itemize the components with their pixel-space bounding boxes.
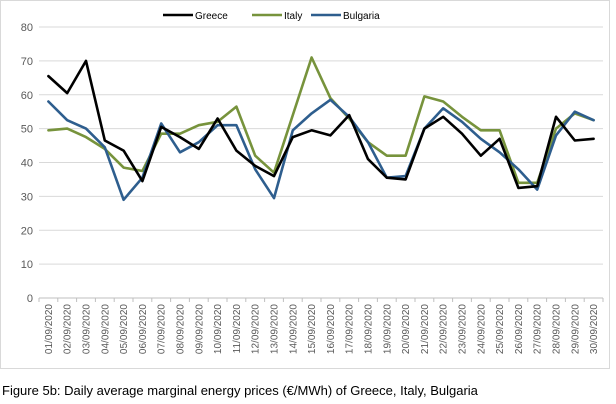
y-tick-label: 0 (27, 293, 33, 305)
chart-frame: 0 10 20 30 40 50 60 70 80 01/09/2020 02/09/2020 03… (0, 0, 610, 369)
legend: Greece Italy Bulgaria (163, 11, 380, 22)
x-tick-label: 04/09/2020 (100, 304, 111, 354)
x-tick-label: 07/09/2020 (157, 304, 168, 354)
x-tick-label: 09/09/2020 (194, 304, 205, 354)
y-tick-label: 60 (21, 90, 33, 102)
x-tick-label: 17/09/2020 (345, 304, 356, 354)
y-tick-label: 20 (21, 225, 33, 237)
x-tick-label: 15/09/2020 (307, 304, 318, 354)
series-line-greece (47, 59, 595, 190)
x-tick-label: 16/09/2020 (326, 304, 337, 354)
y-tick-label: 10 (21, 259, 33, 271)
x-tick-label: 06/09/2020 (138, 304, 149, 354)
y-axis-ticks: 0 10 20 30 40 50 60 70 80 (21, 22, 33, 305)
x-tick-label: 19/09/2020 (382, 304, 393, 354)
series-line-italy (47, 56, 595, 185)
y-tick-label: 40 (21, 158, 33, 170)
series-line-bulgaria (47, 98, 595, 202)
x-tick-label: 29/09/2020 (570, 304, 581, 354)
legend-label-bulgaria: Bulgaria (343, 11, 380, 22)
x-tick-label: 12/09/2020 (251, 304, 262, 354)
x-tick-label: 18/09/2020 (364, 304, 375, 354)
x-tick-label: 26/09/2020 (514, 304, 525, 354)
x-tick-label: 14/09/2020 (288, 304, 299, 354)
x-tick-label: 05/09/2020 (119, 304, 130, 354)
x-tick-label: 24/09/2020 (476, 304, 487, 354)
y-tick-label: 30 (21, 191, 33, 203)
x-axis-ticks: 01/09/2020 02/09/2020 03/09/2020 04/09/2020… (44, 304, 600, 354)
x-tick-label: 11/09/2020 (232, 304, 243, 354)
legend-label-greece: Greece (195, 11, 228, 22)
y-tick-label: 70 (21, 56, 33, 68)
legend-label-italy: Italy (284, 11, 302, 22)
y-tick-label: 50 (21, 124, 33, 136)
x-tick-label: 23/09/2020 (458, 304, 469, 354)
x-tick-label: 30/09/2020 (589, 304, 600, 354)
y-tick-label: 80 (21, 22, 33, 34)
figure-caption: Figure 5b: Daily average marginal energy… (2, 383, 478, 398)
gridlines (39, 26, 603, 265)
x-tick-label: 01/09/2020 (44, 304, 55, 354)
line-chart: 0 10 20 30 40 50 60 70 80 01/09/2020 02/09/2020 03… (21, 11, 604, 354)
x-tick-label: 10/09/2020 (213, 304, 224, 354)
x-tick-label: 21/09/2020 (420, 304, 431, 354)
series-lines (47, 56, 595, 202)
x-tick-label: 25/09/2020 (495, 304, 506, 354)
x-tick-label: 13/09/2020 (270, 304, 281, 354)
x-tick-label: 02/09/2020 (63, 304, 74, 354)
x-tick-label: 22/09/2020 (439, 304, 450, 354)
axes (38, 297, 604, 302)
x-tick-label: 03/09/2020 (82, 304, 93, 354)
x-tick-label: 20/09/2020 (401, 304, 412, 354)
x-tick-label: 28/09/2020 (552, 304, 563, 354)
x-tick-label: 27/09/2020 (533, 304, 544, 354)
x-tick-label: 08/09/2020 (176, 304, 187, 354)
